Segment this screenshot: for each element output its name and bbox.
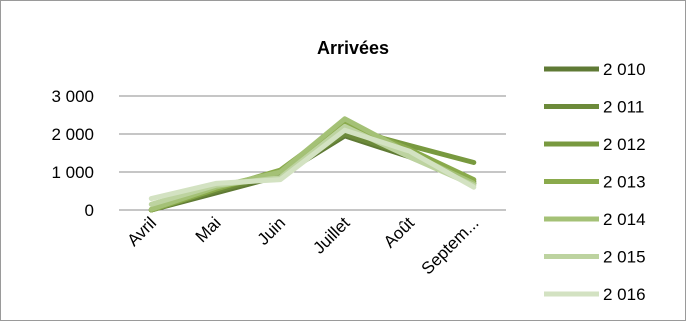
legend-label: 2 011: [603, 98, 644, 117]
legend-label: 2 012: [603, 135, 646, 154]
x-tick-label: Avril: [123, 213, 160, 250]
x-tick-label: Mai: [192, 213, 225, 246]
legend-label: 2 014: [603, 210, 646, 229]
legend: 2 010 2 011 2 012 2 013 2 014 2 015 2 016: [544, 60, 646, 304]
legend-label: 2 015: [603, 248, 646, 267]
legend-label: 2 010: [603, 60, 646, 79]
legend-label: 2 013: [603, 173, 646, 192]
y-axis-ticks: 0 1 000 2 000 3 000: [51, 87, 94, 220]
y-tick-label: 2 000: [51, 125, 94, 144]
x-tick-label: Juin: [254, 213, 289, 248]
x-tick-label: Septem...: [418, 213, 483, 278]
y-tick-label: 0: [85, 201, 94, 220]
y-tick-label: 1 000: [51, 163, 94, 182]
chart-title: Arrivées: [317, 38, 389, 58]
legend-label: 2 016: [603, 285, 646, 304]
x-axis-ticks: Avril Mai Juin Juillet Août Septem...: [123, 213, 482, 278]
series-lines: [148, 116, 477, 213]
x-tick-label: Août: [380, 213, 418, 251]
series-line-5: [148, 123, 477, 207]
x-tick-label: Juillet: [309, 213, 353, 257]
y-tick-label: 3 000: [51, 87, 94, 106]
series-line-6: [148, 127, 477, 202]
